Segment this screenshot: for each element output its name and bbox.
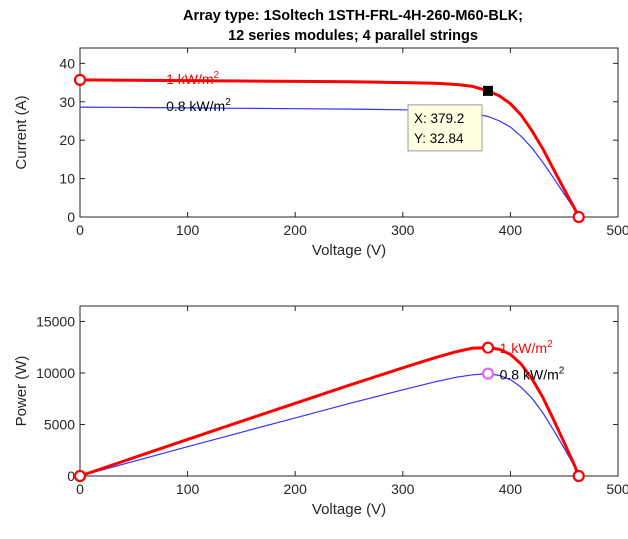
- series-label-text: 0.8 kW/m: [500, 367, 559, 383]
- x-tick-label: 400: [499, 222, 523, 238]
- data-tip: X: 379.2 Y: 32.84: [407, 104, 483, 152]
- series-marker: [572, 469, 585, 483]
- series-label-superscript: 2: [214, 70, 220, 81]
- x-tick-label: 500: [606, 481, 628, 497]
- series-line: [79, 78, 581, 218]
- axes-box-pv: [79, 305, 619, 477]
- series-label: 0.8 kW/m2: [500, 366, 565, 383]
- series-marker: [572, 210, 585, 224]
- x-tick-label: 100: [176, 222, 200, 238]
- x-tick-label: 200: [284, 222, 308, 238]
- x-tick-label: 0: [76, 481, 84, 497]
- series-label-text: 1 kW/m: [500, 340, 547, 356]
- data-tip-box: [407, 104, 483, 152]
- x-tick-label: 400: [499, 481, 523, 497]
- y-tick-label: 40: [59, 55, 75, 71]
- y-tick-label: 20: [59, 132, 75, 148]
- data-tip-marker: [483, 85, 494, 96]
- x-tick-label: 500: [606, 222, 628, 238]
- x-axis-label: Voltage (V): [312, 242, 386, 259]
- x-tick-label: 300: [391, 222, 415, 238]
- y-tick-label: 0: [67, 468, 75, 484]
- series-label-superscript: 2: [559, 366, 565, 377]
- series-label-text: 0.8 kW/m: [166, 98, 225, 114]
- x-tick-label: 100: [176, 481, 200, 497]
- series-label: 1 kW/m2: [500, 339, 553, 356]
- y-tick-label: 15000: [36, 313, 75, 329]
- x-tick-label: 300: [391, 481, 415, 497]
- series-label: 0.8 kW/m2: [166, 97, 231, 114]
- y-tick-label: 30: [59, 94, 75, 110]
- x-tick-label: 0: [76, 222, 84, 238]
- y-axis-label: Power (W): [13, 356, 30, 427]
- series-line: [79, 346, 581, 478]
- x-axis-label: Voltage (V): [312, 501, 386, 518]
- y-tick-label: 5000: [44, 416, 75, 432]
- series-label-superscript: 2: [547, 339, 553, 350]
- series-label-superscript: 2: [225, 97, 231, 108]
- series-label-text: 1 kW/m: [166, 71, 213, 87]
- chart-title-line-2: 12 series modules; 4 parallel strings: [228, 28, 478, 44]
- series-marker: [73, 469, 87, 483]
- series-label: 1 kW/m2: [166, 70, 219, 87]
- chart-title-line-1: Array type: 1Soltech 1STH-FRL-4H-260-M60…: [183, 8, 523, 24]
- series-marker: [481, 367, 495, 380]
- series-line: [79, 373, 579, 477]
- y-axis-label: Current (A): [13, 95, 30, 169]
- series-marker: [481, 341, 495, 354]
- data-tip-x: X: 379.2: [414, 111, 464, 126]
- y-tick-label: 10000: [36, 365, 75, 381]
- x-tick-label: 200: [284, 481, 308, 497]
- y-tick-label: 10: [59, 171, 75, 187]
- data-tip-y: Y: 32.84: [414, 131, 464, 146]
- axes-iv: 0 100 200 300 400 500 0 10 20 30 40 Voltage (V) Curr…: [13, 47, 628, 259]
- y-tick-label: 0: [67, 209, 75, 225]
- axes-box-iv: [79, 47, 619, 218]
- series-marker: [73, 73, 87, 86]
